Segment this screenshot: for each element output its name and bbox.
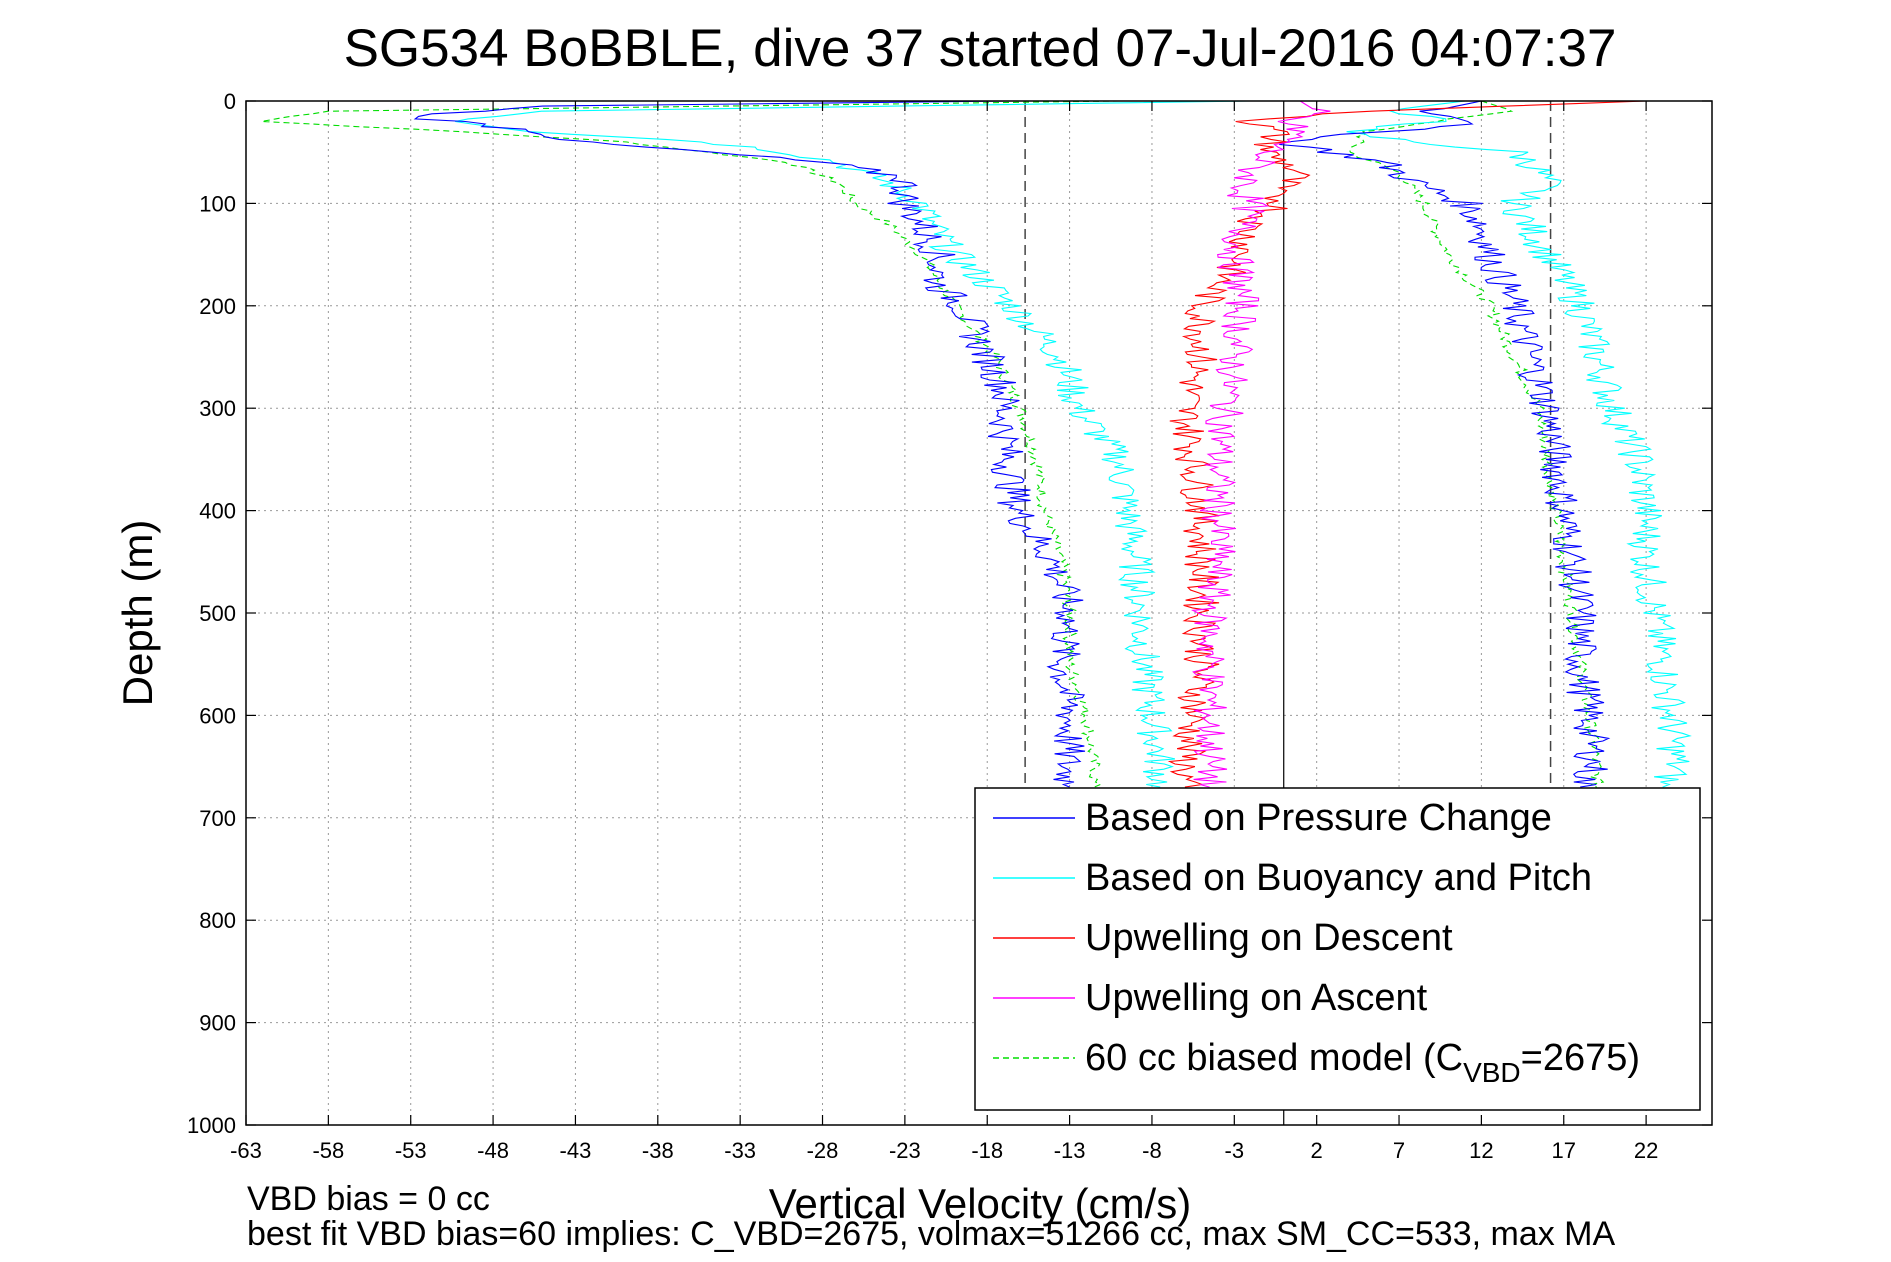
series-line-1-descent bbox=[454, 100, 1251, 788]
y-tick-label: 200 bbox=[199, 294, 236, 319]
footnote-best-fit: best fit VBD bias=60 implies: C_VBD=2675… bbox=[247, 1215, 1616, 1253]
y-tick-label: 100 bbox=[199, 191, 236, 216]
chart-title: SG534 BoBBLE, dive 37 started 07-Jul-201… bbox=[344, 19, 1617, 78]
x-tick-label: -8 bbox=[1142, 1138, 1162, 1163]
x-tick-label: -53 bbox=[395, 1138, 427, 1163]
legend-label: Based on Buoyancy and Pitch bbox=[1085, 857, 1592, 899]
footnote-vbd-bias: VBD bias = 0 cc bbox=[247, 1180, 490, 1218]
y-axis-label: Depth (m) bbox=[114, 520, 161, 707]
series-lines bbox=[261, 100, 1692, 788]
x-tick-label: -3 bbox=[1225, 1138, 1245, 1163]
x-tick-label: -28 bbox=[807, 1138, 839, 1163]
legend-label-suffix: =2675) bbox=[1521, 1037, 1640, 1079]
y-tick-label: 700 bbox=[199, 806, 236, 831]
x-tick-label: -58 bbox=[312, 1138, 344, 1163]
x-tick-label: -23 bbox=[889, 1138, 921, 1163]
x-tick-label: 2 bbox=[1311, 1138, 1323, 1163]
series-line-3-profile bbox=[1190, 100, 1331, 788]
series-line-0-ascent bbox=[1279, 100, 1611, 788]
y-tick-label: 300 bbox=[199, 396, 236, 421]
series-line-0-descent bbox=[413, 100, 1086, 788]
y-tick-label: 500 bbox=[199, 601, 236, 626]
x-tick-label: -38 bbox=[642, 1138, 674, 1163]
x-tick-label: 12 bbox=[1469, 1138, 1493, 1163]
legend-label: Upwelling on Ascent bbox=[1085, 977, 1428, 1019]
x-tick-label: -43 bbox=[560, 1138, 592, 1163]
x-tick-label: 7 bbox=[1393, 1138, 1405, 1163]
y-tick-label: 0 bbox=[224, 89, 236, 114]
x-axis-label: Vertical Velocity (cm/s) bbox=[769, 1180, 1191, 1227]
x-tick-label: 22 bbox=[1634, 1138, 1658, 1163]
series-line-4-descent bbox=[261, 100, 1120, 788]
legend-label: Based on Pressure Change bbox=[1085, 797, 1552, 839]
series-line-1-ascent bbox=[1346, 100, 1692, 788]
x-tick-label: -48 bbox=[477, 1138, 509, 1163]
legend-label-subscript: VBD bbox=[1463, 1057, 1521, 1088]
legend-box bbox=[974, 787, 1701, 1111]
y-tick-label: 900 bbox=[199, 1011, 236, 1036]
series-line-4-ascent bbox=[1348, 100, 1605, 788]
legend: Based on Pressure Change Based on Buoyanc… bbox=[974, 787, 1701, 1111]
y-tick-label: 1000 bbox=[187, 1113, 236, 1138]
y-tick-label: 800 bbox=[199, 908, 236, 933]
axis-ticks: -63 -58 -53 -48 -43 -38 -33 -28 -23 -18 -13 -8 -3 2 7 1… bbox=[187, 89, 1712, 1163]
legend-label: Upwelling on Descent bbox=[1085, 917, 1453, 959]
x-tick-label: 17 bbox=[1552, 1138, 1576, 1163]
series-line-2-profile bbox=[1167, 100, 1647, 788]
x-tick-label: -18 bbox=[971, 1138, 1003, 1163]
x-tick-label: -33 bbox=[724, 1138, 756, 1163]
y-tick-label: 600 bbox=[199, 703, 236, 728]
y-tick-label: 400 bbox=[199, 499, 236, 524]
x-tick-label: -63 bbox=[230, 1138, 262, 1163]
x-tick-label: -13 bbox=[1054, 1138, 1086, 1163]
